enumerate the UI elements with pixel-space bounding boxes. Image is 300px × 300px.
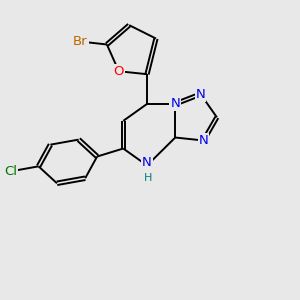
Text: N: N bbox=[142, 156, 152, 169]
Text: N: N bbox=[170, 98, 180, 110]
Text: Cl: Cl bbox=[4, 165, 17, 178]
Text: N: N bbox=[196, 88, 206, 100]
Text: H: H bbox=[144, 173, 153, 183]
Text: O: O bbox=[113, 65, 124, 78]
Text: N: N bbox=[199, 134, 208, 147]
Text: Br: Br bbox=[73, 35, 88, 48]
